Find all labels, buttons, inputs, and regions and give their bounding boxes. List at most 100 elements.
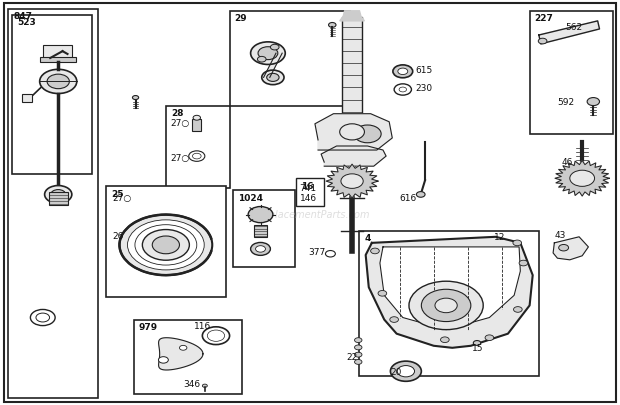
Bar	[360, 231, 539, 376]
Circle shape	[371, 248, 379, 254]
Text: 12: 12	[494, 233, 506, 242]
Circle shape	[390, 317, 399, 322]
Circle shape	[378, 290, 387, 296]
Text: 616: 616	[400, 194, 417, 203]
Bar	[134, 320, 242, 394]
Text: 28: 28	[172, 109, 184, 118]
Circle shape	[355, 345, 362, 350]
Polygon shape	[366, 237, 533, 348]
Circle shape	[270, 44, 279, 50]
Circle shape	[258, 47, 278, 60]
Polygon shape	[340, 17, 365, 21]
Circle shape	[538, 38, 547, 44]
Bar	[12, 15, 92, 174]
Circle shape	[179, 345, 187, 350]
Text: 979: 979	[139, 323, 157, 332]
Circle shape	[570, 170, 595, 186]
Circle shape	[394, 84, 412, 95]
Polygon shape	[343, 11, 361, 18]
Bar	[49, 192, 68, 205]
Text: 116: 116	[194, 322, 211, 331]
Circle shape	[354, 125, 381, 143]
Circle shape	[355, 360, 362, 364]
Circle shape	[188, 151, 205, 161]
Circle shape	[159, 357, 169, 363]
Text: 16: 16	[301, 181, 314, 190]
Bar	[8, 9, 99, 398]
Text: 146: 146	[299, 194, 317, 203]
Circle shape	[51, 190, 66, 199]
Text: 741: 741	[299, 184, 317, 193]
Text: 46: 46	[561, 158, 572, 166]
Circle shape	[133, 96, 139, 100]
Polygon shape	[539, 21, 600, 44]
Text: 27○: 27○	[171, 119, 190, 128]
Circle shape	[355, 338, 362, 343]
Bar	[22, 94, 32, 102]
Text: 230: 230	[415, 84, 432, 93]
Text: 15: 15	[472, 344, 484, 353]
Polygon shape	[264, 53, 282, 77]
Bar	[254, 225, 267, 237]
Circle shape	[398, 68, 408, 75]
Bar	[232, 190, 294, 267]
Text: 562: 562	[565, 23, 583, 32]
Text: 615: 615	[415, 66, 432, 75]
Circle shape	[391, 361, 422, 381]
Polygon shape	[321, 146, 386, 166]
Bar	[43, 45, 73, 59]
Polygon shape	[326, 164, 378, 198]
Circle shape	[135, 225, 197, 265]
Circle shape	[193, 115, 200, 120]
Circle shape	[36, 313, 50, 322]
Text: 4: 4	[365, 234, 371, 243]
Circle shape	[485, 335, 494, 341]
Circle shape	[248, 207, 273, 223]
Text: 1024: 1024	[237, 194, 263, 202]
Bar	[167, 106, 229, 188]
Text: eReplacementParts.com: eReplacementParts.com	[250, 210, 370, 220]
Circle shape	[257, 56, 266, 62]
Text: 27○: 27○	[112, 194, 131, 203]
Circle shape	[519, 260, 528, 266]
Circle shape	[435, 298, 457, 313]
Circle shape	[30, 309, 55, 326]
Bar	[192, 119, 201, 131]
Circle shape	[417, 192, 425, 197]
Circle shape	[250, 42, 285, 64]
Circle shape	[441, 337, 449, 343]
Circle shape	[355, 352, 362, 357]
Text: 26: 26	[112, 232, 123, 241]
Text: 22: 22	[346, 354, 357, 362]
Circle shape	[47, 74, 69, 89]
Circle shape	[267, 73, 279, 81]
Circle shape	[329, 23, 336, 27]
Circle shape	[409, 281, 483, 330]
Polygon shape	[555, 160, 609, 196]
Text: 592: 592	[557, 98, 575, 107]
Circle shape	[255, 246, 265, 252]
Circle shape	[40, 69, 77, 94]
Circle shape	[340, 124, 365, 140]
Text: 523: 523	[17, 18, 35, 27]
Text: 847: 847	[13, 12, 32, 21]
Circle shape	[207, 330, 224, 341]
Bar	[106, 186, 226, 297]
Polygon shape	[159, 338, 203, 370]
Circle shape	[128, 220, 204, 270]
Bar	[296, 178, 324, 206]
Circle shape	[120, 215, 212, 275]
Circle shape	[45, 185, 72, 203]
Circle shape	[399, 87, 407, 92]
Circle shape	[341, 174, 363, 188]
Circle shape	[262, 70, 284, 85]
Circle shape	[473, 341, 480, 345]
Text: 377: 377	[308, 248, 326, 258]
Circle shape	[587, 98, 600, 106]
Polygon shape	[315, 114, 392, 150]
Polygon shape	[553, 237, 588, 260]
Text: 25: 25	[111, 190, 123, 198]
Text: 27○: 27○	[171, 154, 190, 163]
Text: 20: 20	[391, 368, 402, 377]
Circle shape	[202, 327, 229, 345]
